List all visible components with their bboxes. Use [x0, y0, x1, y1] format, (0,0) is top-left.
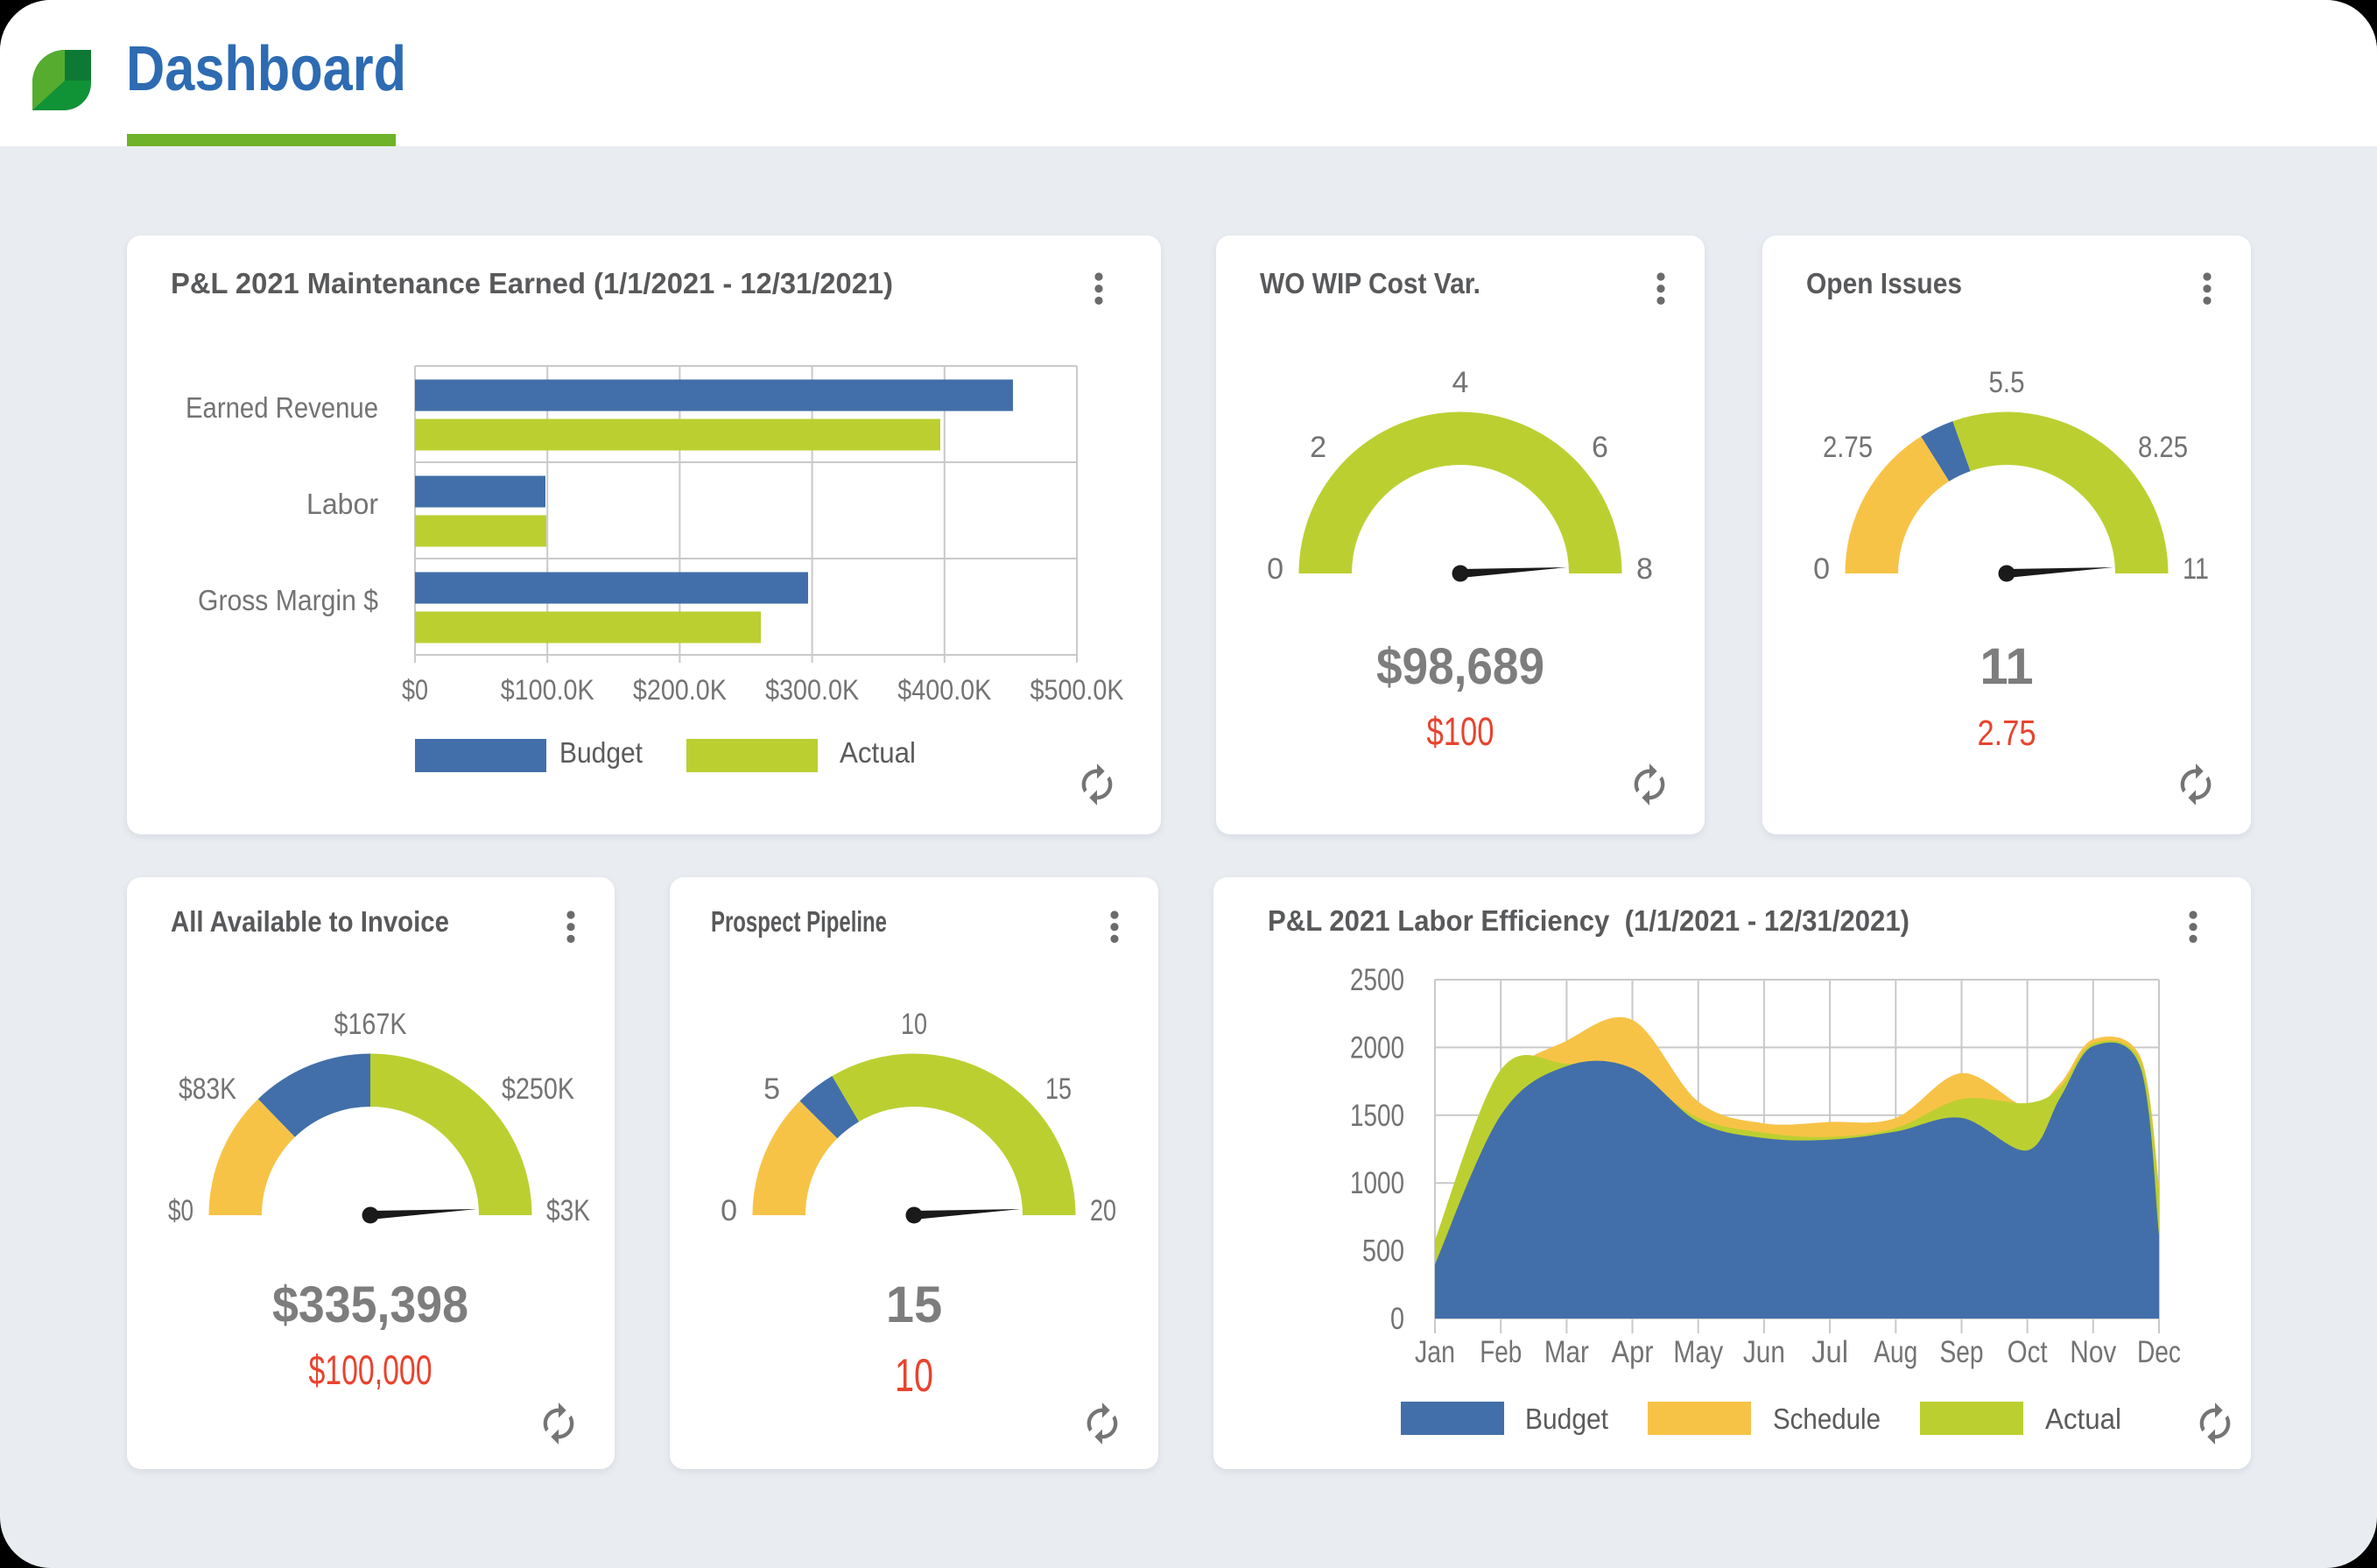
svg-text:5: 5 — [763, 1072, 780, 1106]
svg-text:$200.0K: $200.0K — [633, 674, 727, 706]
svg-text:P&L 2021 Labor Efficiency (1/: P&L 2021 Labor Efficiency (1/1/2021 - 12… — [1268, 904, 1909, 937]
svg-text:2.75: 2.75 — [1823, 431, 1873, 464]
svg-text:0: 0 — [1267, 552, 1283, 586]
svg-text:WO WIP Cost Var.: WO WIP Cost Var. — [1260, 267, 1480, 299]
svg-text:$500.0K: $500.0K — [1030, 674, 1124, 706]
svg-text:11: 11 — [2183, 552, 2209, 586]
svg-text:All Available to Invoice: All Available to Invoice — [171, 905, 449, 938]
svg-text:1000: 1000 — [1350, 1166, 1404, 1200]
svg-text:0: 0 — [721, 1194, 737, 1227]
svg-text:Feb: Feb — [1480, 1335, 1522, 1369]
svg-text:Jan: Jan — [1415, 1335, 1455, 1369]
svg-text:20: 20 — [1090, 1194, 1116, 1227]
svg-text:15: 15 — [1045, 1072, 1072, 1106]
svg-text:2: 2 — [1310, 431, 1326, 464]
svg-text:2500: 2500 — [1350, 963, 1404, 997]
svg-text:10: 10 — [895, 1350, 933, 1402]
svg-text:Dec: Dec — [2137, 1335, 2181, 1369]
svg-text:500: 500 — [1362, 1234, 1404, 1269]
svg-text:$250K: $250K — [502, 1072, 574, 1106]
svg-text:0: 0 — [1390, 1302, 1404, 1336]
svg-text:$83K: $83K — [179, 1072, 236, 1106]
svg-text:Actual: Actual — [840, 736, 916, 769]
svg-text:8.25: 8.25 — [2138, 431, 2188, 464]
svg-text:$335,398: $335,398 — [272, 1276, 468, 1333]
svg-text:6: 6 — [1592, 431, 1608, 464]
svg-text:Schedule: Schedule — [1773, 1403, 1881, 1435]
svg-text:Oct: Oct — [2008, 1335, 2048, 1369]
svg-text:Dashboard: Dashboard — [126, 34, 406, 104]
svg-text:Jul: Jul — [1811, 1335, 1848, 1369]
svg-text:1500: 1500 — [1350, 1099, 1404, 1133]
svg-text:2.75: 2.75 — [1978, 713, 2036, 753]
svg-text:Mar: Mar — [1544, 1335, 1589, 1369]
svg-text:Open Issues: Open Issues — [1806, 267, 1962, 299]
svg-text:Prospect Pipeline: Prospect Pipeline — [711, 905, 887, 938]
svg-text:Jun: Jun — [1743, 1335, 1785, 1369]
svg-text:$3K: $3K — [546, 1194, 590, 1227]
svg-text:P&L 2021 Maintenance Earned (1: P&L 2021 Maintenance Earned (1/1/2021 - … — [171, 267, 893, 299]
svg-text:Apr: Apr — [1612, 1335, 1654, 1369]
svg-text:$0: $0 — [402, 674, 428, 706]
svg-text:May: May — [1673, 1335, 1723, 1369]
svg-text:Gross Margin $: Gross Margin $ — [198, 584, 378, 616]
svg-text:$98,689: $98,689 — [1376, 638, 1544, 695]
svg-text:Actual: Actual — [2045, 1403, 2121, 1435]
svg-text:Budget: Budget — [559, 736, 643, 769]
svg-text:$400.0K: $400.0K — [897, 674, 991, 706]
svg-text:8: 8 — [1636, 552, 1653, 586]
svg-text:5.5: 5.5 — [1989, 366, 2025, 399]
svg-text:Earned Revenue: Earned Revenue — [186, 391, 378, 424]
svg-text:$100: $100 — [1427, 709, 1494, 754]
svg-text:Aug: Aug — [1874, 1335, 1917, 1369]
svg-text:Labor: Labor — [306, 488, 378, 520]
svg-text:Sep: Sep — [1940, 1335, 1984, 1369]
svg-text:Budget: Budget — [1525, 1403, 1608, 1435]
svg-text:4: 4 — [1452, 366, 1469, 399]
svg-text:$100.0K: $100.0K — [501, 674, 594, 706]
svg-text:Nov: Nov — [2070, 1335, 2116, 1369]
svg-text:$300.0K: $300.0K — [765, 674, 859, 706]
svg-text:$100,000: $100,000 — [309, 1347, 433, 1393]
svg-text:15: 15 — [886, 1276, 943, 1333]
svg-text:2000: 2000 — [1350, 1030, 1404, 1065]
svg-text:10: 10 — [901, 1008, 927, 1041]
svg-text:$0: $0 — [168, 1194, 193, 1227]
svg-text:$167K: $167K — [334, 1008, 407, 1041]
svg-text:0: 0 — [1813, 552, 1830, 586]
svg-text:11: 11 — [1980, 638, 2033, 695]
